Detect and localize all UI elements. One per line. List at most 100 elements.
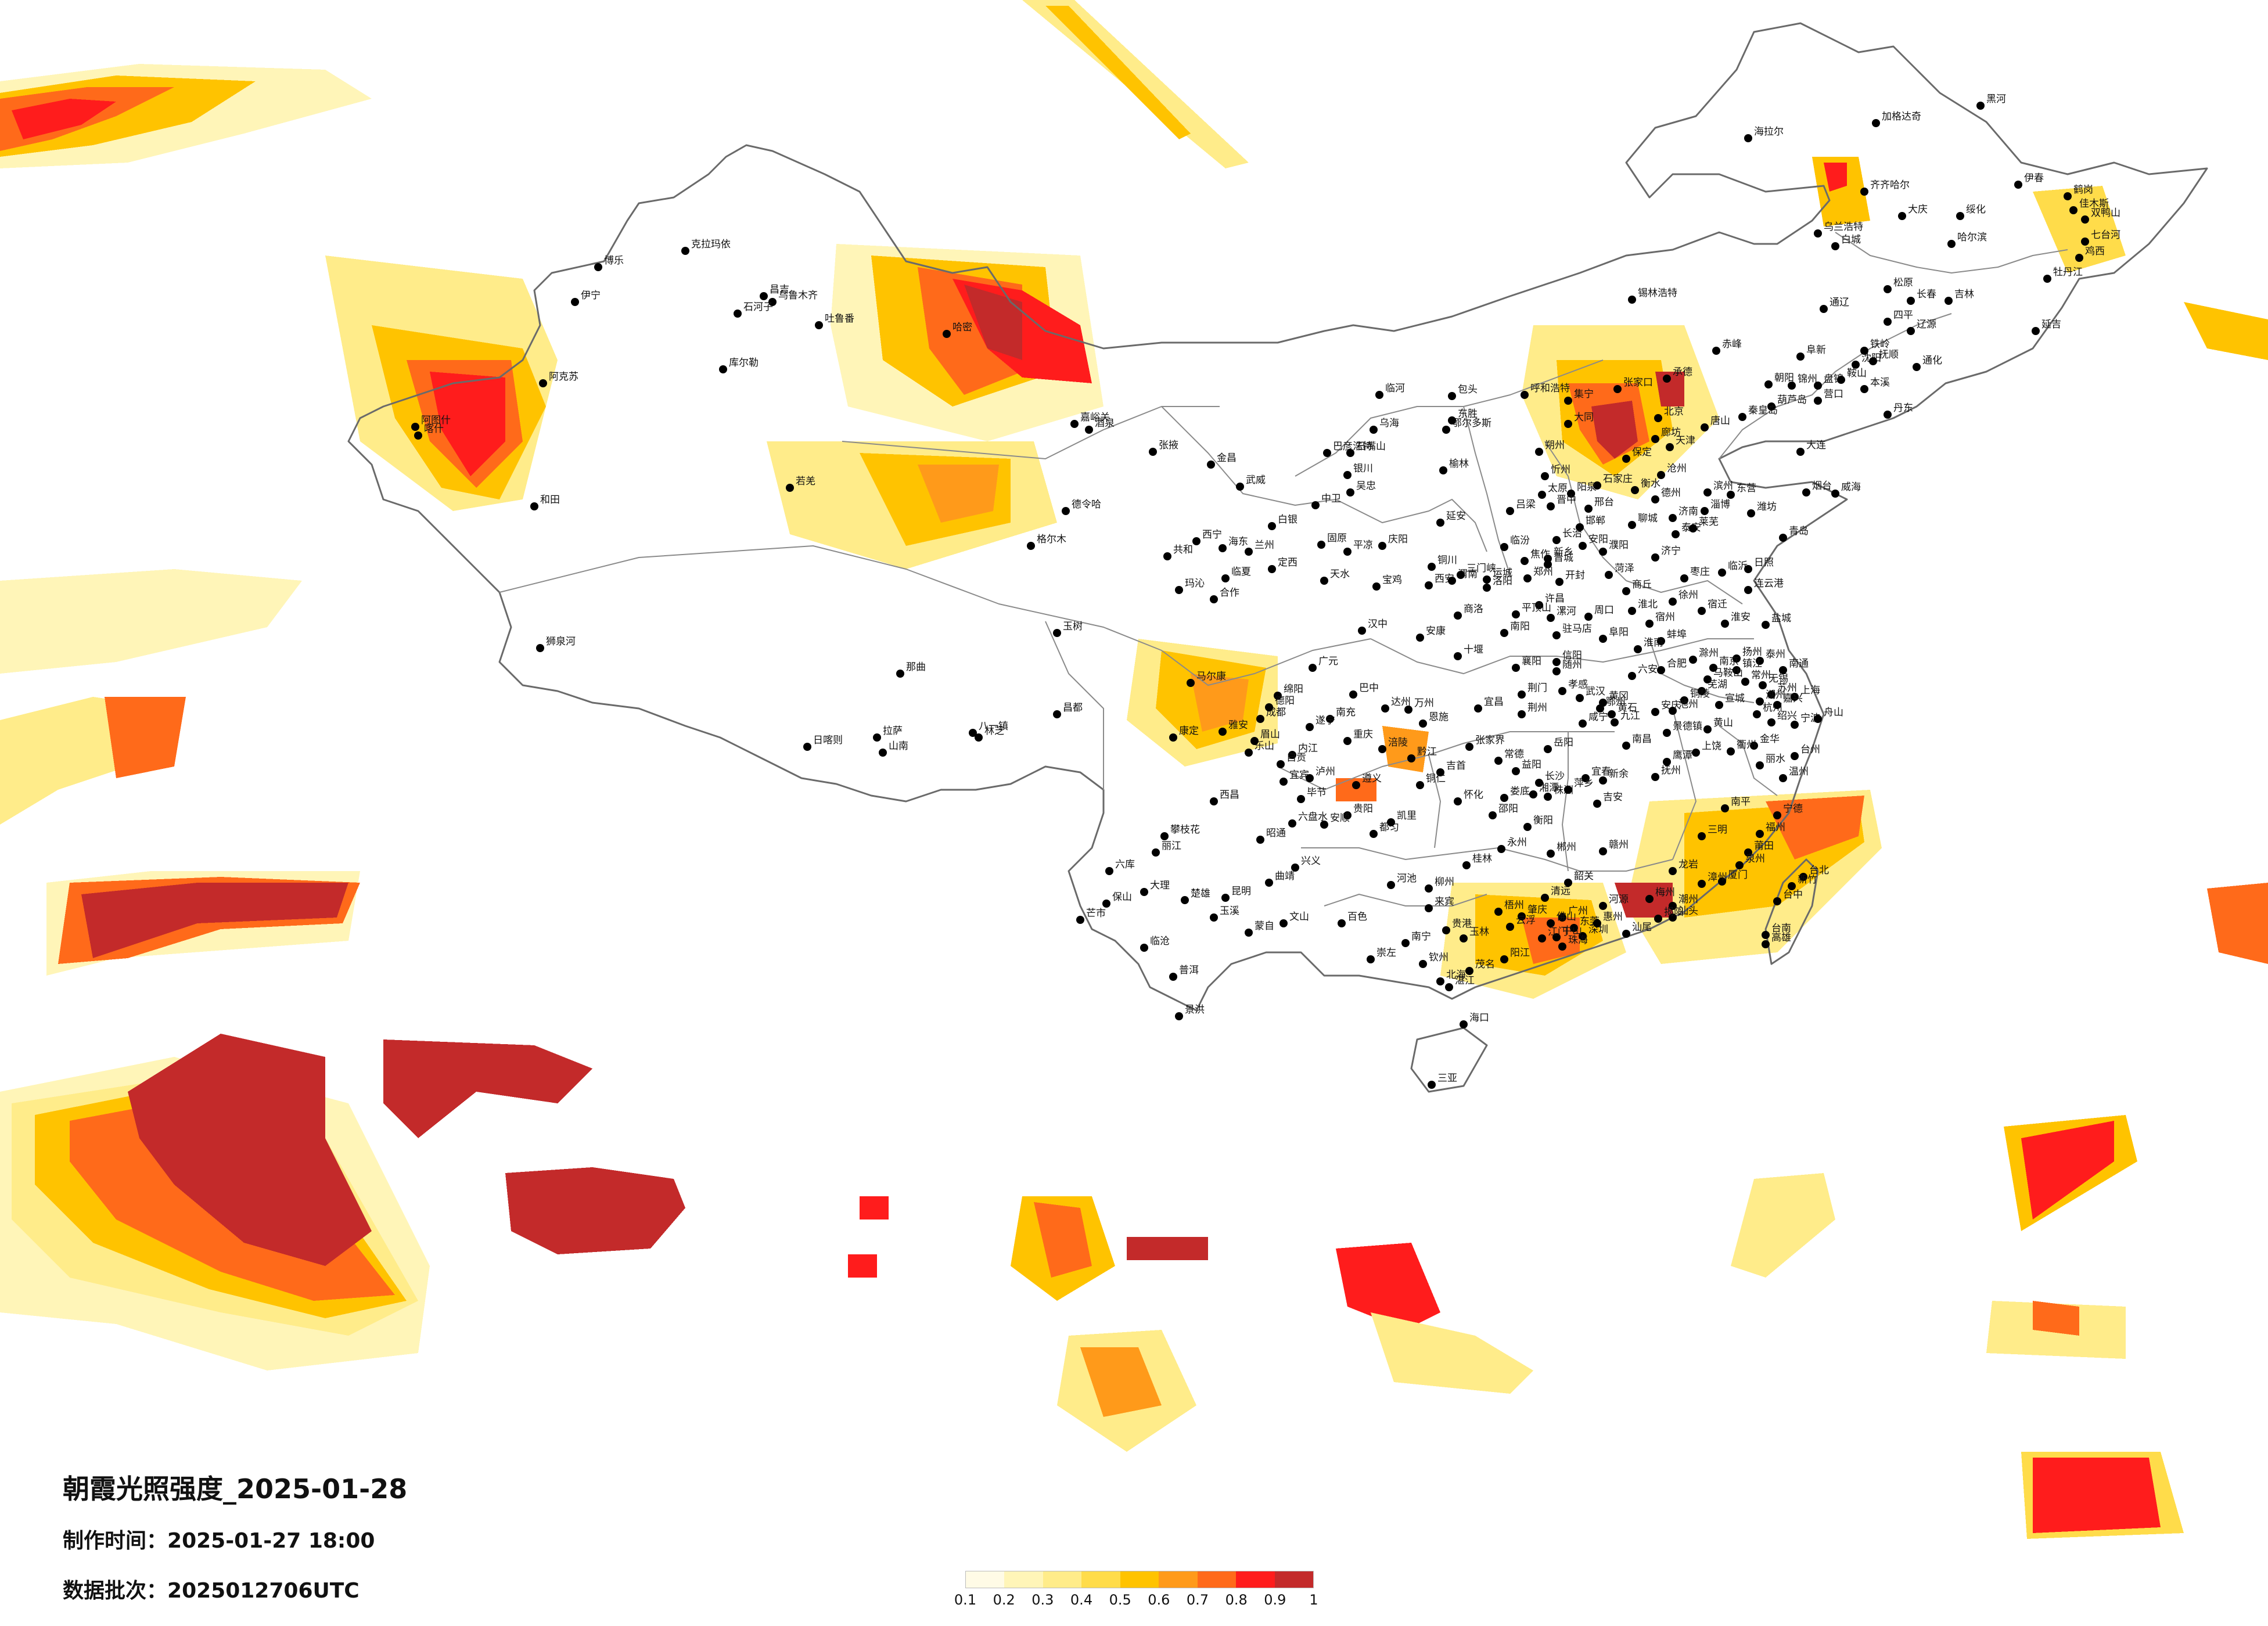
city-dot [1599, 635, 1607, 643]
city-label: 凯里 [1397, 810, 1417, 822]
city-label: 潍坊 [1757, 501, 1777, 513]
city-label: 阿克苏 [549, 371, 578, 383]
city-marker: 滨州 [1703, 480, 1733, 497]
city-label: 梅州 [1655, 887, 1675, 898]
city-dot [1558, 942, 1566, 951]
city-marker: 双鸭山 [2081, 207, 2120, 224]
city-label: 六安 [1638, 664, 1658, 675]
city-marker: 大连 [1796, 440, 1826, 456]
city-dot [1518, 912, 1526, 920]
city-marker: 六安 [1628, 664, 1658, 680]
city-label: 本溪 [1870, 377, 1890, 388]
city-marker: 唐山 [1701, 415, 1730, 431]
city-dot [1442, 926, 1450, 934]
city-dot [1579, 720, 1587, 728]
city-label: 毕节 [1307, 787, 1327, 798]
city-marker: 林芝 [975, 725, 1004, 742]
city-dot [1762, 940, 1770, 948]
city-marker: 三明 [1698, 824, 1727, 840]
city-label: 柳州 [1435, 876, 1454, 888]
city-marker: 莆田 [1744, 840, 1774, 857]
city-label: 吉安 [1603, 792, 1623, 803]
city-dot [1651, 553, 1659, 562]
city-dot [1544, 793, 1552, 801]
city-label: 岳阳 [1554, 737, 1573, 749]
city-dot [1326, 715, 1334, 723]
city-dot [1884, 411, 1892, 419]
city-marker: 南昌 [1622, 733, 1652, 750]
city-marker: 西昌 [1210, 789, 1239, 805]
city-label: 铜仁 [1426, 773, 1446, 785]
city-dot [1370, 426, 1378, 434]
city-label: 泰州 [1766, 649, 1785, 660]
city-dot [1663, 758, 1671, 766]
city-label: 银川 [1353, 463, 1373, 474]
city-marker: 梧州 [1494, 900, 1524, 916]
city-marker: 和田 [530, 494, 560, 510]
city-label: 西昌 [1220, 789, 1239, 801]
city-marker: 楚雄 [1181, 888, 1210, 904]
city-label: 宝鸡 [1382, 574, 1402, 586]
city-label: 德阳 [1275, 695, 1295, 707]
city-label: 乌兰浩特 [1824, 221, 1863, 233]
city-label: 威海 [1841, 481, 1861, 493]
city-marker: 平凉 [1343, 539, 1373, 556]
map-info: 朝霞光照强度_2025-01-28 制作时间：2025-01-27 18:00 … [63, 1468, 407, 1624]
city-marker: 扬州 [1733, 646, 1762, 663]
city-marker: 临汾 [1500, 535, 1530, 551]
legend-tick-label: 0.4 [1070, 1592, 1093, 1608]
city-marker: 德州 [1651, 487, 1681, 503]
city-label: 徐州 [1678, 589, 1698, 601]
city-marker: 本溪 [1860, 377, 1890, 393]
city-dot [1207, 461, 1215, 469]
city-marker: 淄博 [1701, 499, 1730, 515]
city-marker: 牡丹江 [2043, 267, 2083, 283]
city-label: 雅安 [1228, 720, 1248, 731]
city-dot [1796, 448, 1805, 456]
city-dot [1651, 773, 1659, 781]
city-label: 共和 [1173, 544, 1193, 556]
city-marker: 商洛 [1454, 603, 1483, 620]
city-dot [1762, 931, 1770, 939]
city-marker: 日喀则 [803, 735, 843, 751]
city-dot [1611, 718, 1619, 726]
city-label: 包头 [1458, 384, 1478, 395]
city-marker: 长春 [1907, 289, 1936, 305]
city-label: 福州 [1766, 822, 1785, 833]
city-label: 加格达奇 [1882, 111, 1921, 123]
city-dot [1773, 897, 1781, 905]
city-marker: 邯郸 [1576, 515, 1605, 531]
made-time-value: 2025-01-27 18:00 [167, 1529, 375, 1553]
legend-tick-label: 0.6 [1148, 1592, 1170, 1608]
legend-ticks: 0.1 0.2 0.3 0.4 0.5 0.6 0.7 0.8 0.9 1 [954, 1592, 1318, 1615]
city-dot [1759, 681, 1767, 689]
city-dot [1460, 1020, 1468, 1028]
city-dot [1669, 913, 1677, 922]
city-marker: 珠海 [1558, 934, 1588, 951]
city-dot [1869, 357, 1877, 365]
city-label: 伊春 [2024, 172, 2044, 184]
city-marker: 台北 [1799, 865, 1829, 881]
city-dot [2014, 181, 2022, 189]
city-dot [1628, 672, 1636, 680]
city-dot [1544, 560, 1552, 569]
city-marker: 铁岭 [1860, 339, 1890, 355]
city-marker: 邵阳 [1489, 803, 1518, 819]
city-label: 合肥 [1667, 658, 1687, 670]
city-label: 拉萨 [883, 725, 903, 737]
city-marker: 延安 [1436, 510, 1466, 527]
city-dot [1523, 574, 1532, 582]
city-dot [1698, 687, 1706, 695]
city-dot [1489, 811, 1497, 819]
city-marker: 营口 [1814, 388, 1843, 405]
city-marker: 保山 [1102, 891, 1132, 908]
city-label: 郴州 [1557, 841, 1576, 853]
city-label: 钦州 [1429, 952, 1448, 963]
city-dot [1651, 435, 1659, 443]
city-label: 攀枝花 [1170, 824, 1200, 836]
city-label: 中山 [1562, 925, 1582, 937]
city-label: 巴中 [1359, 682, 1379, 694]
city-dot [1796, 352, 1805, 361]
city-marker: 吉首 [1436, 760, 1466, 776]
city-label: 喀什 [424, 423, 444, 435]
